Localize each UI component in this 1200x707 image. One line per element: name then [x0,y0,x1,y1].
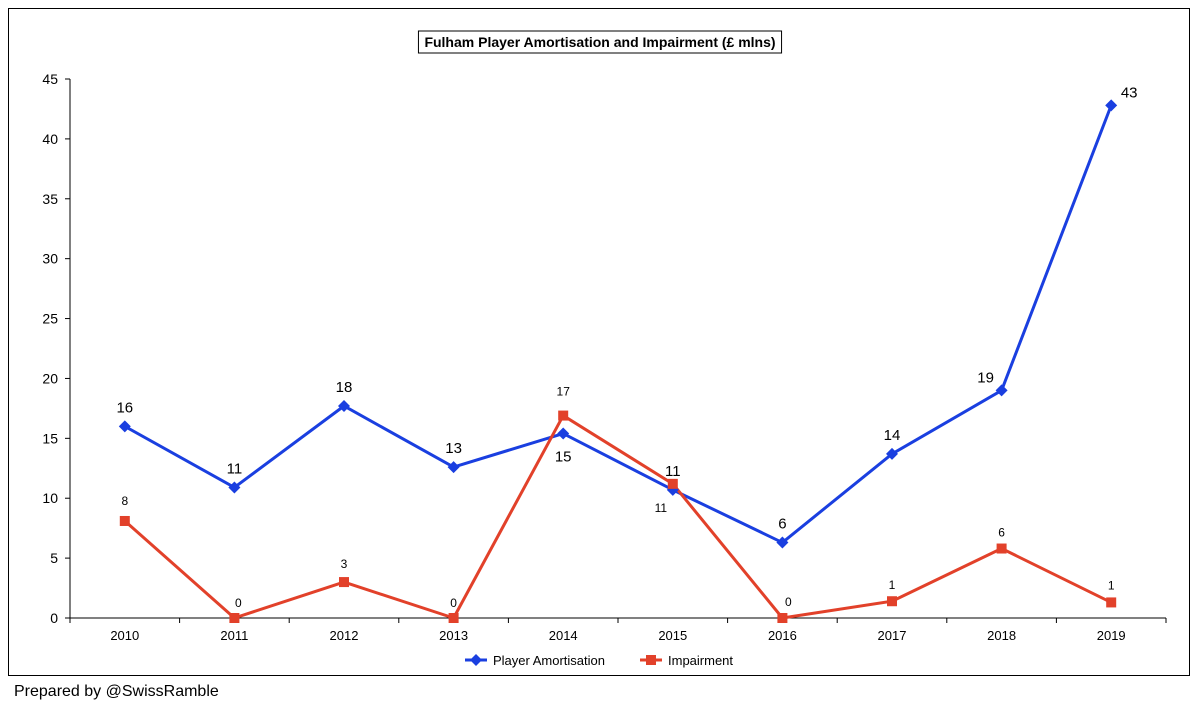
y-tick-label: 5 [50,550,58,566]
amortisation-point [118,420,131,433]
amortisation-data-label: 15 [555,449,572,466]
amortisation-data-label: 14 [884,427,901,444]
amortisation-data-label: 11 [227,460,243,477]
impairment-point [119,515,130,526]
impairment-point [887,596,897,607]
impairment-data-label: 0 [785,595,792,609]
impairment-data-label: 8 [121,494,128,508]
series-line-player-amortisation [124,104,1113,545]
amortisation-point [447,461,460,474]
impairment-data-label: 6 [998,526,1005,540]
legend-label: Impairment [668,653,733,668]
y-tick-label: 35 [42,191,58,207]
legend-marker [470,654,482,666]
amortisation-point [776,536,789,549]
legend-label: Player Amortisation [493,653,605,668]
y-tick-label: 40 [42,131,58,147]
y-tick-label: 30 [42,251,58,267]
chart-frame [8,8,1190,676]
x-tick-label: 2013 [439,628,468,643]
x-tick-label: 2010 [110,628,139,643]
impairment-point [777,613,788,623]
impairment-point [1106,597,1117,608]
amortisation-data-label: 13 [445,440,462,457]
amortisation-point [1105,99,1118,112]
x-tick-label: 2016 [768,628,797,643]
x-tick-label: 2014 [549,628,578,643]
y-tick-label: 0 [50,610,58,626]
amortisation-point [886,447,898,460]
legend-marker [646,655,656,665]
impairment-data-label: 1 [1108,578,1115,592]
x-tick-label: 2015 [658,628,687,643]
impairment-point [667,478,678,489]
impairment-point [558,410,569,421]
credit-text: Prepared by @SwissRamble [14,683,219,700]
impairment-point [229,613,240,623]
amortisation-point [995,384,1008,397]
y-tick-label: 45 [42,71,58,87]
impairment-data-label: 0 [235,596,242,610]
amortisation-data-label: 19 [977,369,994,386]
amortisation-data-label: 11 [665,463,681,480]
impairment-data-label: 17 [557,385,571,399]
y-tick-label: 25 [42,311,58,327]
amortisation-data-label: 18 [336,379,353,396]
y-tick-label: 20 [42,370,58,386]
impairment-data-label: 3 [341,557,348,571]
x-tick-label: 2012 [330,628,359,643]
impairment-point [996,543,1007,554]
y-tick-label: 15 [42,430,58,446]
amortisation-point [338,399,350,412]
impairment-data-label: 1 [889,578,896,592]
impairment-point [339,577,349,588]
chart-title: Fulham Player Amortisation and Impairmen… [424,34,775,50]
amortisation-data-label: 16 [116,399,133,416]
amortisation-data-label: 43 [1121,84,1138,101]
y-tick-label: 10 [42,490,58,506]
x-tick-label: 2018 [987,628,1016,643]
impairment-data-label: 11 [655,501,668,515]
x-tick-label: 2011 [220,628,248,643]
impairment-point [448,613,459,623]
series-line-impairment [123,414,1112,620]
impairment-data-label: 0 [450,596,457,610]
chart-title-box [417,30,783,54]
amortisation-data-label: 6 [778,516,786,533]
x-tick-label: 2019 [1097,628,1126,643]
amortisation-point [228,481,241,494]
amortisation-point [557,427,570,440]
x-tick-label: 2017 [878,628,907,643]
